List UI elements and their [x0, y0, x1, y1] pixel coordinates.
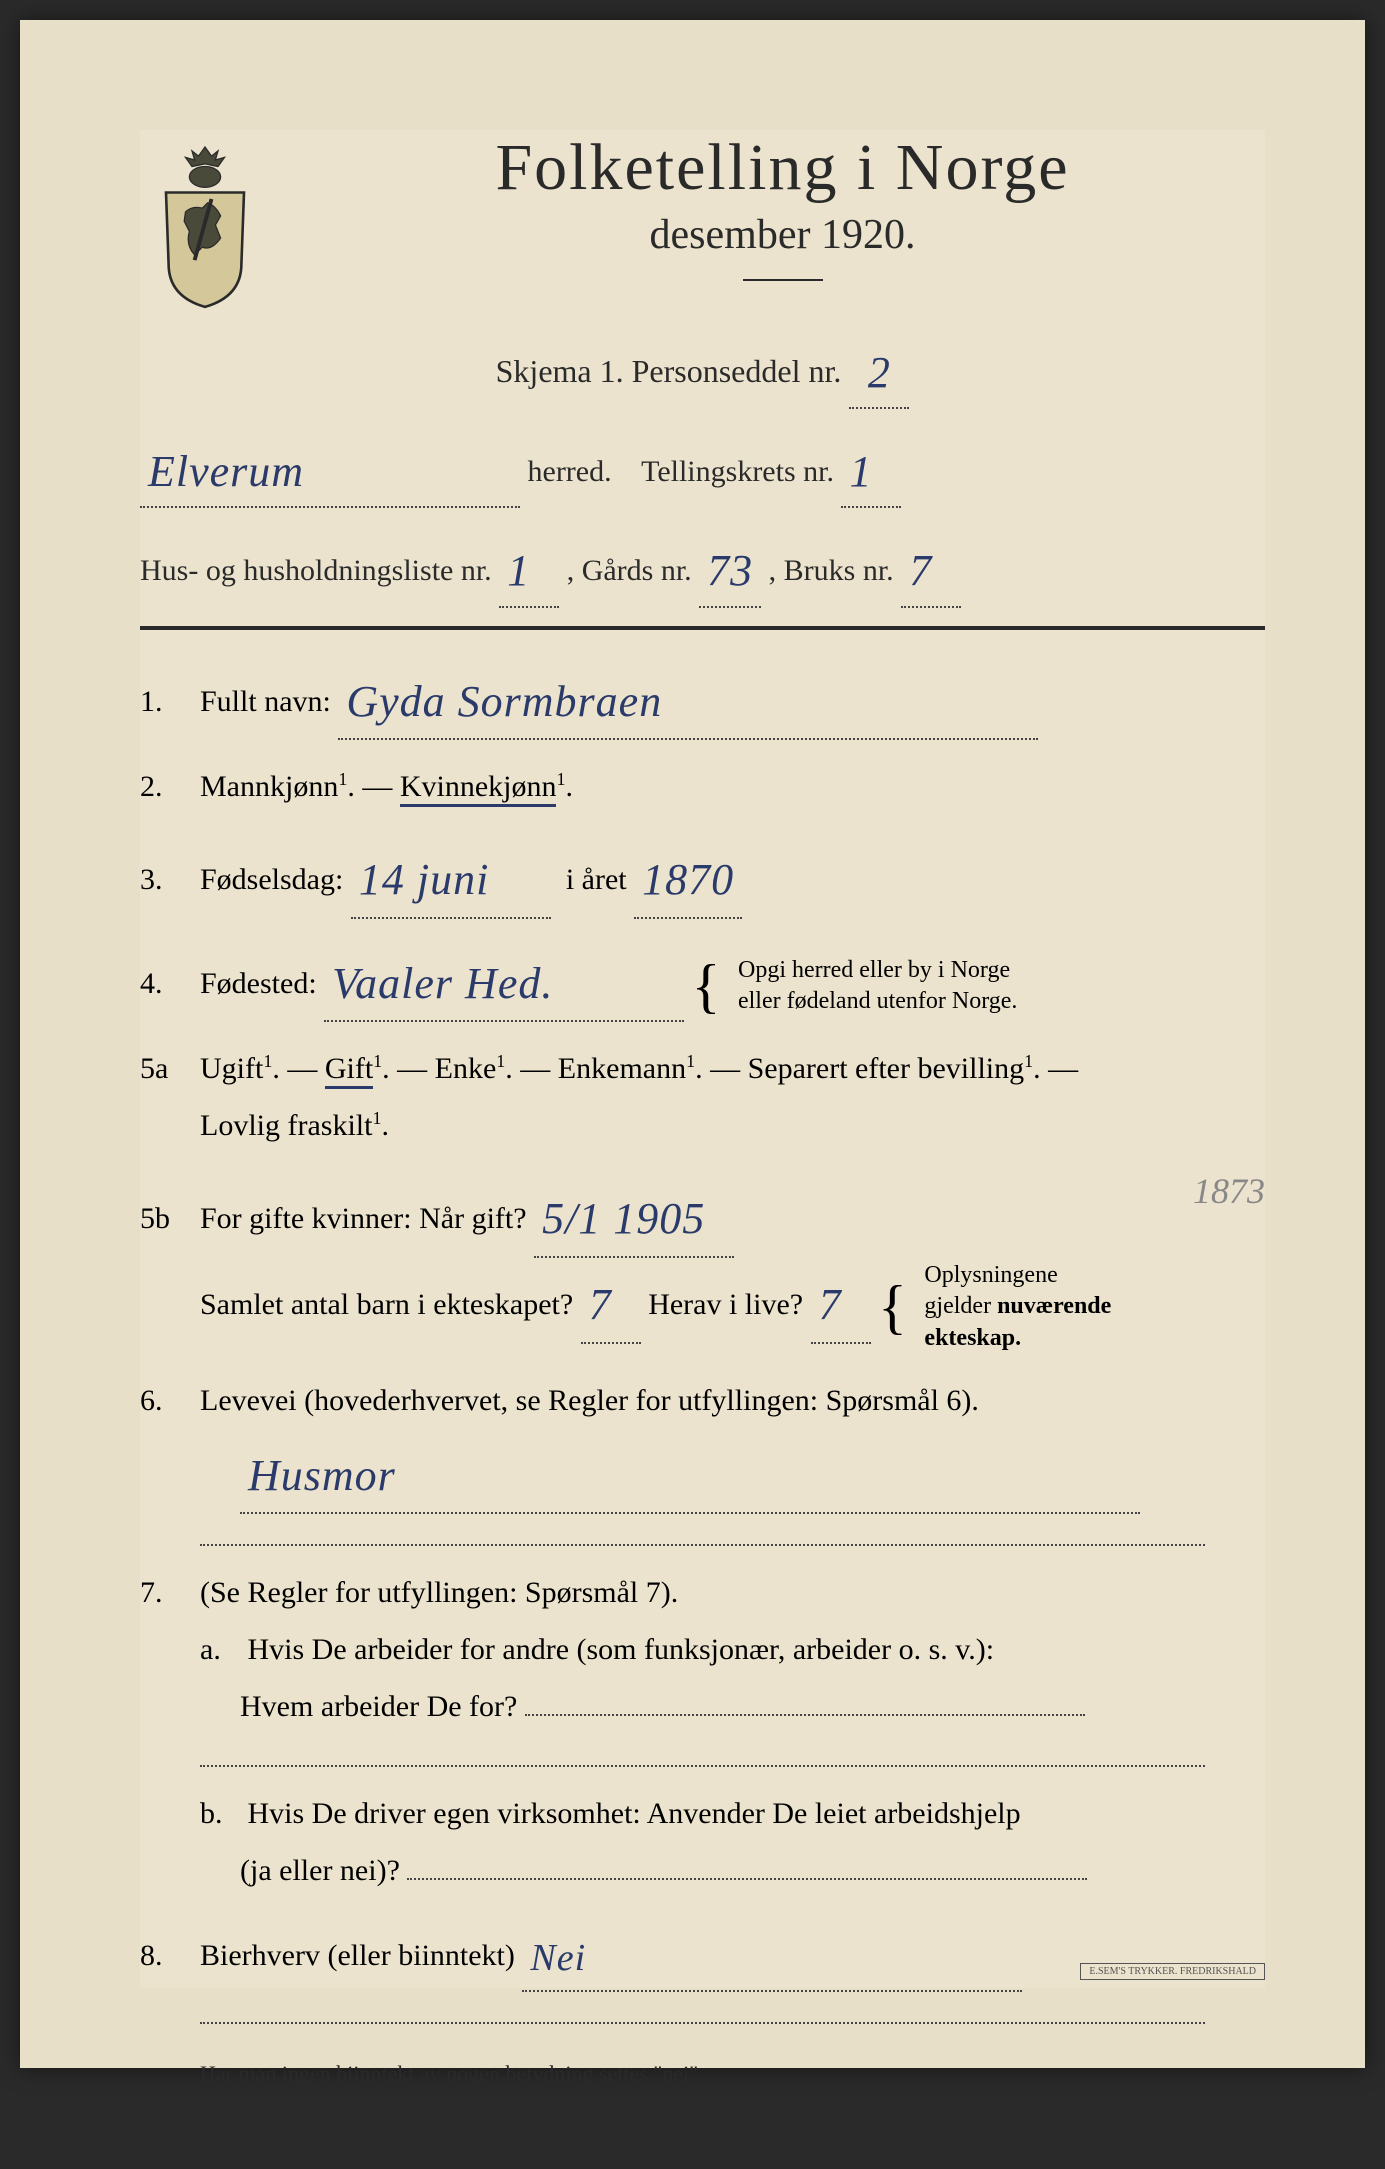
q4-label: Fødested: [200, 967, 317, 1000]
q6-label: Levevei (hovederhvervet, se Regler for u… [200, 1384, 979, 1417]
q8-line: 8. Bierhverv (eller biinntekt) Nei [140, 1917, 1265, 1991]
census-form-page: Folketelling i Norge desember 1920. Skje… [20, 20, 1365, 2068]
q5b-label1: For gifte kvinner: Når gift? [200, 1202, 527, 1235]
q3-line: 3. Fødselsdag: 14 juni i året 1870 [140, 833, 1265, 919]
q3-day-value: 14 juni [359, 855, 489, 904]
q8-value: Nei [530, 1937, 586, 1979]
q3-label: Fødselsdag: [200, 863, 343, 896]
q7a-text2: Hvem arbeider De for? [240, 1690, 517, 1723]
schema-line: Skjema 1. Personseddel nr. 2 [140, 328, 1265, 409]
q2-num: 2. [140, 758, 200, 815]
q5a-line: 5a Ugift1. — Gift1. — Enke1. — Enkemann1… [140, 1040, 1265, 1154]
bruks-value: 7 [909, 546, 932, 595]
q2-kvinne-selected: Kvinnekjønn [400, 770, 557, 807]
main-title: Folketelling i Norge [300, 130, 1265, 206]
q5a-enke: Enke [435, 1052, 497, 1085]
q5b-line: 5b For gifte kvinner: Når gift? 5/1 1905… [140, 1172, 1265, 1353]
schema-label: Skjema 1. Personseddel nr. [496, 353, 842, 389]
q2-line: 2. Mannkjønn1. — Kvinnekjønn1. [140, 758, 1265, 815]
q4-note: Opgi herred eller by i Norge eller fødel… [738, 955, 1017, 1017]
personseddel-nr-value: 2 [868, 348, 891, 397]
q5a-num: 5a [140, 1040, 200, 1097]
q5a-enkemann: Enkemann [558, 1052, 686, 1085]
divider-thick [140, 626, 1265, 630]
q1-line: 1. Fullt navn: Gyda Sormbraen [140, 655, 1265, 741]
q5a-ugift: Ugift [200, 1052, 263, 1085]
q8-label: Bierhverv (eller biinntekt) [200, 1939, 515, 1972]
herred-label: herred. [528, 455, 612, 488]
q7a-text1: Hvis De arbeider for andre (som funksjon… [248, 1633, 995, 1666]
q5a-separert: Separert efter bevilling [748, 1052, 1025, 1085]
q5b-pencil-note: 1873 [1193, 1157, 1265, 1225]
brace-icon: { [878, 1283, 907, 1331]
q5a-fraskilt: Lovlig fraskilt [200, 1109, 372, 1142]
printer-mark: E.SEM'S TRYKKER. FREDRIKSHALD [1080, 1963, 1265, 1980]
coat-of-arms-icon [140, 140, 270, 310]
q1-value: Gyda Sormbraen [346, 677, 662, 726]
title-block: Folketelling i Norge desember 1920. [300, 130, 1265, 296]
q4-value: Vaaler Hed. [332, 959, 553, 1008]
husliste-value: 1 [507, 546, 530, 595]
dotted-rule [200, 1765, 1205, 1767]
q7b-text1: Hvis De driver egen virksomhet: Anvender… [248, 1797, 1021, 1830]
q7-num: 7. [140, 1564, 200, 1621]
dotted-rule [200, 1544, 1205, 1546]
q5b-label3: Herav i live? [648, 1288, 803, 1321]
footnote-1: Har man ingen biinntekt av nogen betydni… [200, 2054, 1265, 2094]
q4-num: 4. [140, 955, 200, 1012]
q5b-gift-value: 5/1 1905 [542, 1194, 705, 1243]
q6-line: 6. Levevei (hovederhvervet, se Regler fo… [140, 1372, 1265, 1515]
title-divider [743, 279, 823, 281]
divider-thin [140, 2111, 1265, 2112]
q7a-letter: a. [200, 1621, 240, 1678]
dotted-rule [200, 2022, 1205, 2024]
q3-num: 3. [140, 851, 200, 908]
q5b-num: 5b [140, 1190, 200, 1247]
q4-line: 4. Fødested: Vaaler Hed. { Opgi herred e… [140, 937, 1265, 1023]
husliste-line: Hus- og husholdningsliste nr. 1 , Gårds … [140, 526, 1265, 607]
q3-year-label: i året [566, 863, 627, 896]
q5a-gift-selected: Gift [325, 1052, 373, 1089]
herred-line: Elverum herred. Tellingskrets nr. 1 [140, 427, 1265, 508]
q7b-letter: b. [200, 1785, 240, 1842]
q6-value: Husmor [248, 1451, 396, 1500]
footnote-2: 1 Her kan svares ved tydelig understrekn… [140, 2127, 1265, 2169]
tellingskrets-value: 1 [849, 447, 872, 496]
gards-value: 73 [707, 546, 753, 595]
husliste-label: Hus- og husholdningsliste nr. [140, 554, 492, 587]
gards-label: , Gårds nr. [567, 554, 692, 587]
q7-label: (Se Regler for utfyllingen: Spørsmål 7). [200, 1576, 678, 1609]
subtitle: desember 1920. [300, 211, 1265, 259]
header: Folketelling i Norge desember 1920. [140, 130, 1265, 310]
tellingskrets-label: Tellingskrets nr. [641, 455, 834, 488]
q2-mann: Mannkjønn [200, 770, 338, 803]
q1-label: Fullt navn: [200, 685, 331, 718]
q3-year-value: 1870 [642, 855, 734, 904]
bruks-label: , Bruks nr. [769, 554, 894, 587]
q7b-line: b. Hvis De driver egen virksomhet: Anven… [140, 1785, 1265, 1899]
q7b-text2: (ja eller nei)? [240, 1854, 400, 1887]
q7-line: 7. (Se Regler for utfyllingen: Spørsmål … [140, 1564, 1265, 1735]
q5b-label2: Samlet antal barn i ekteskapet? [200, 1288, 573, 1321]
q8-num: 8. [140, 1927, 200, 1984]
brace-icon: { [692, 962, 721, 1010]
q1-num: 1. [140, 673, 200, 730]
q6-num: 6. [140, 1372, 200, 1429]
q5b-note: Oplysningene gjelder nuværende ekteskap. [924, 1260, 1111, 1354]
herred-value: Elverum [148, 447, 304, 496]
q5b-barn-value: 7 [589, 1280, 612, 1329]
paper-content: Folketelling i Norge desember 1920. Skje… [140, 130, 1265, 1988]
q5b-live-value: 7 [819, 1280, 842, 1329]
